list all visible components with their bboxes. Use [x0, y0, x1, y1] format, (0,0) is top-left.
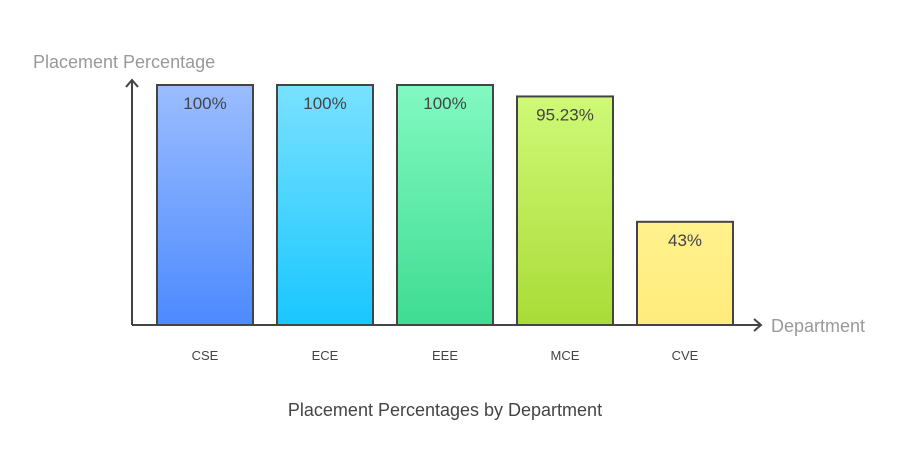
x-tick-label: CSE	[192, 348, 219, 363]
bar-eee	[396, 84, 494, 326]
bar-ece	[276, 84, 374, 326]
bar-cse	[156, 84, 254, 326]
data-label: 95.23%	[536, 105, 594, 124]
data-label: 100%	[303, 94, 346, 113]
x-axis-arrow-icon	[753, 318, 763, 332]
y-axis-arrow-icon	[125, 78, 139, 88]
data-label: 43%	[668, 231, 702, 250]
x-tick-label: ECE	[312, 348, 339, 363]
bar-cve	[636, 220, 734, 326]
x-tick-label: CVE	[672, 348, 699, 363]
x-tick-label: MCE	[551, 348, 580, 363]
chart-title: Placement Percentages by Department	[288, 400, 602, 420]
data-label: 100%	[423, 94, 466, 113]
bar-mce	[516, 95, 614, 326]
data-label: 100%	[183, 94, 226, 113]
x-tick-label: EEE	[432, 348, 458, 363]
y-axis-label: Placement Percentage	[33, 52, 215, 72]
x-axis-label: Department	[771, 316, 865, 336]
